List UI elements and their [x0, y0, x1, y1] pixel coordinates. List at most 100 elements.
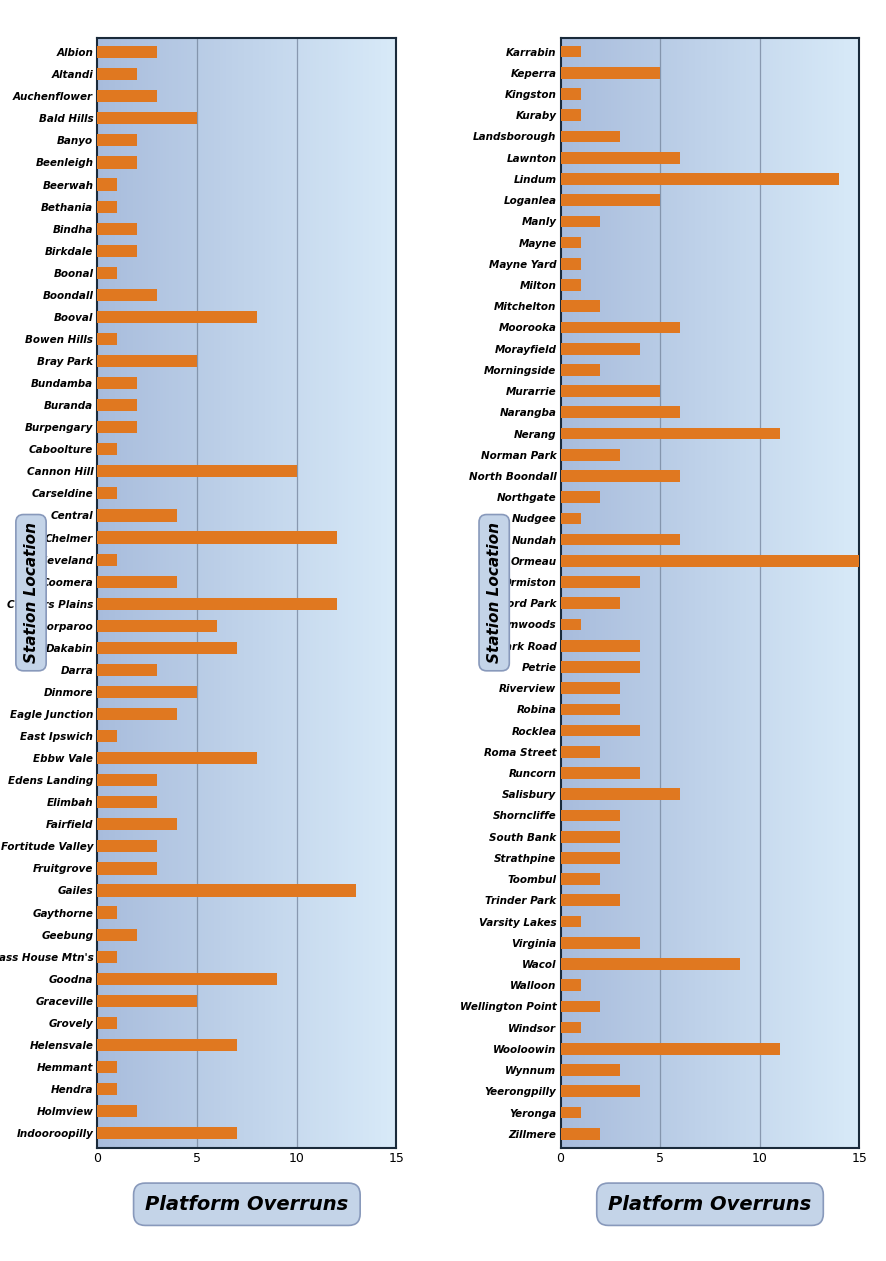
Bar: [175, 38, 178, 1148]
Bar: [322, 38, 324, 1148]
Bar: [193, 38, 196, 1148]
Bar: [220, 38, 223, 1148]
Bar: [633, 38, 635, 1148]
Bar: [97, 863, 157, 874]
Bar: [570, 38, 572, 1148]
Bar: [561, 555, 859, 566]
Bar: [163, 38, 167, 1148]
Bar: [680, 38, 683, 1148]
Bar: [561, 151, 680, 164]
Bar: [635, 38, 638, 1148]
Bar: [229, 38, 232, 1148]
Bar: [563, 38, 566, 1148]
Bar: [851, 38, 853, 1148]
Text: Platform Overruns: Platform Overruns: [145, 1194, 348, 1214]
Bar: [298, 38, 300, 1148]
Bar: [561, 173, 840, 185]
Bar: [824, 38, 827, 1148]
Bar: [561, 279, 580, 291]
Bar: [97, 951, 117, 962]
Bar: [148, 38, 152, 1148]
Bar: [848, 38, 851, 1148]
Bar: [725, 38, 728, 1148]
Bar: [97, 1061, 117, 1073]
Bar: [361, 38, 363, 1148]
Bar: [561, 980, 580, 991]
Bar: [766, 38, 770, 1148]
Bar: [566, 38, 570, 1148]
Bar: [650, 38, 653, 1148]
Bar: [618, 38, 620, 1148]
Bar: [354, 38, 357, 1148]
Bar: [97, 531, 337, 543]
Bar: [644, 38, 648, 1148]
Bar: [561, 386, 660, 397]
Bar: [276, 38, 280, 1148]
Bar: [152, 38, 154, 1148]
Bar: [561, 322, 680, 333]
Bar: [809, 38, 812, 1148]
Bar: [561, 1000, 601, 1013]
Bar: [561, 639, 641, 652]
Bar: [740, 38, 742, 1148]
Bar: [143, 38, 145, 1148]
Bar: [97, 995, 197, 1006]
Bar: [372, 38, 376, 1148]
Bar: [820, 38, 824, 1148]
Bar: [97, 421, 137, 434]
Bar: [271, 38, 274, 1148]
Bar: [561, 874, 601, 885]
Bar: [393, 38, 396, 1148]
Bar: [572, 38, 576, 1148]
Bar: [97, 928, 137, 941]
Bar: [561, 810, 620, 821]
Text: Platform Overruns: Platform Overruns: [609, 1194, 812, 1214]
Bar: [561, 747, 601, 758]
Bar: [261, 38, 265, 1148]
Bar: [352, 38, 354, 1148]
Bar: [289, 38, 291, 1148]
Bar: [104, 38, 106, 1148]
Bar: [561, 533, 680, 546]
Bar: [626, 38, 629, 1148]
Bar: [328, 38, 330, 1148]
Bar: [833, 38, 835, 1148]
Bar: [259, 38, 261, 1148]
Bar: [590, 38, 594, 1148]
Bar: [561, 937, 641, 948]
Bar: [561, 1086, 641, 1097]
Bar: [800, 38, 803, 1148]
Bar: [561, 470, 680, 482]
Bar: [139, 38, 143, 1148]
Bar: [561, 704, 620, 715]
Bar: [561, 449, 620, 460]
Bar: [814, 38, 818, 1148]
Bar: [381, 38, 385, 1148]
Bar: [803, 38, 805, 1148]
Bar: [561, 38, 563, 1148]
Bar: [722, 38, 725, 1148]
Bar: [770, 38, 773, 1148]
Bar: [119, 38, 121, 1148]
Bar: [97, 377, 137, 390]
Bar: [214, 38, 217, 1148]
Bar: [202, 38, 205, 1148]
Bar: [701, 38, 704, 1148]
Bar: [280, 38, 283, 1148]
Bar: [97, 38, 100, 1148]
Bar: [268, 38, 271, 1148]
Bar: [641, 38, 644, 1148]
Bar: [561, 364, 601, 376]
Bar: [300, 38, 304, 1148]
Bar: [781, 38, 785, 1148]
Bar: [561, 576, 641, 588]
Bar: [737, 38, 740, 1148]
Bar: [97, 707, 177, 720]
Bar: [97, 1039, 237, 1050]
Bar: [256, 38, 259, 1148]
Bar: [97, 1127, 237, 1139]
Bar: [97, 47, 157, 58]
Bar: [683, 38, 686, 1148]
Bar: [594, 38, 596, 1148]
Bar: [561, 915, 580, 927]
